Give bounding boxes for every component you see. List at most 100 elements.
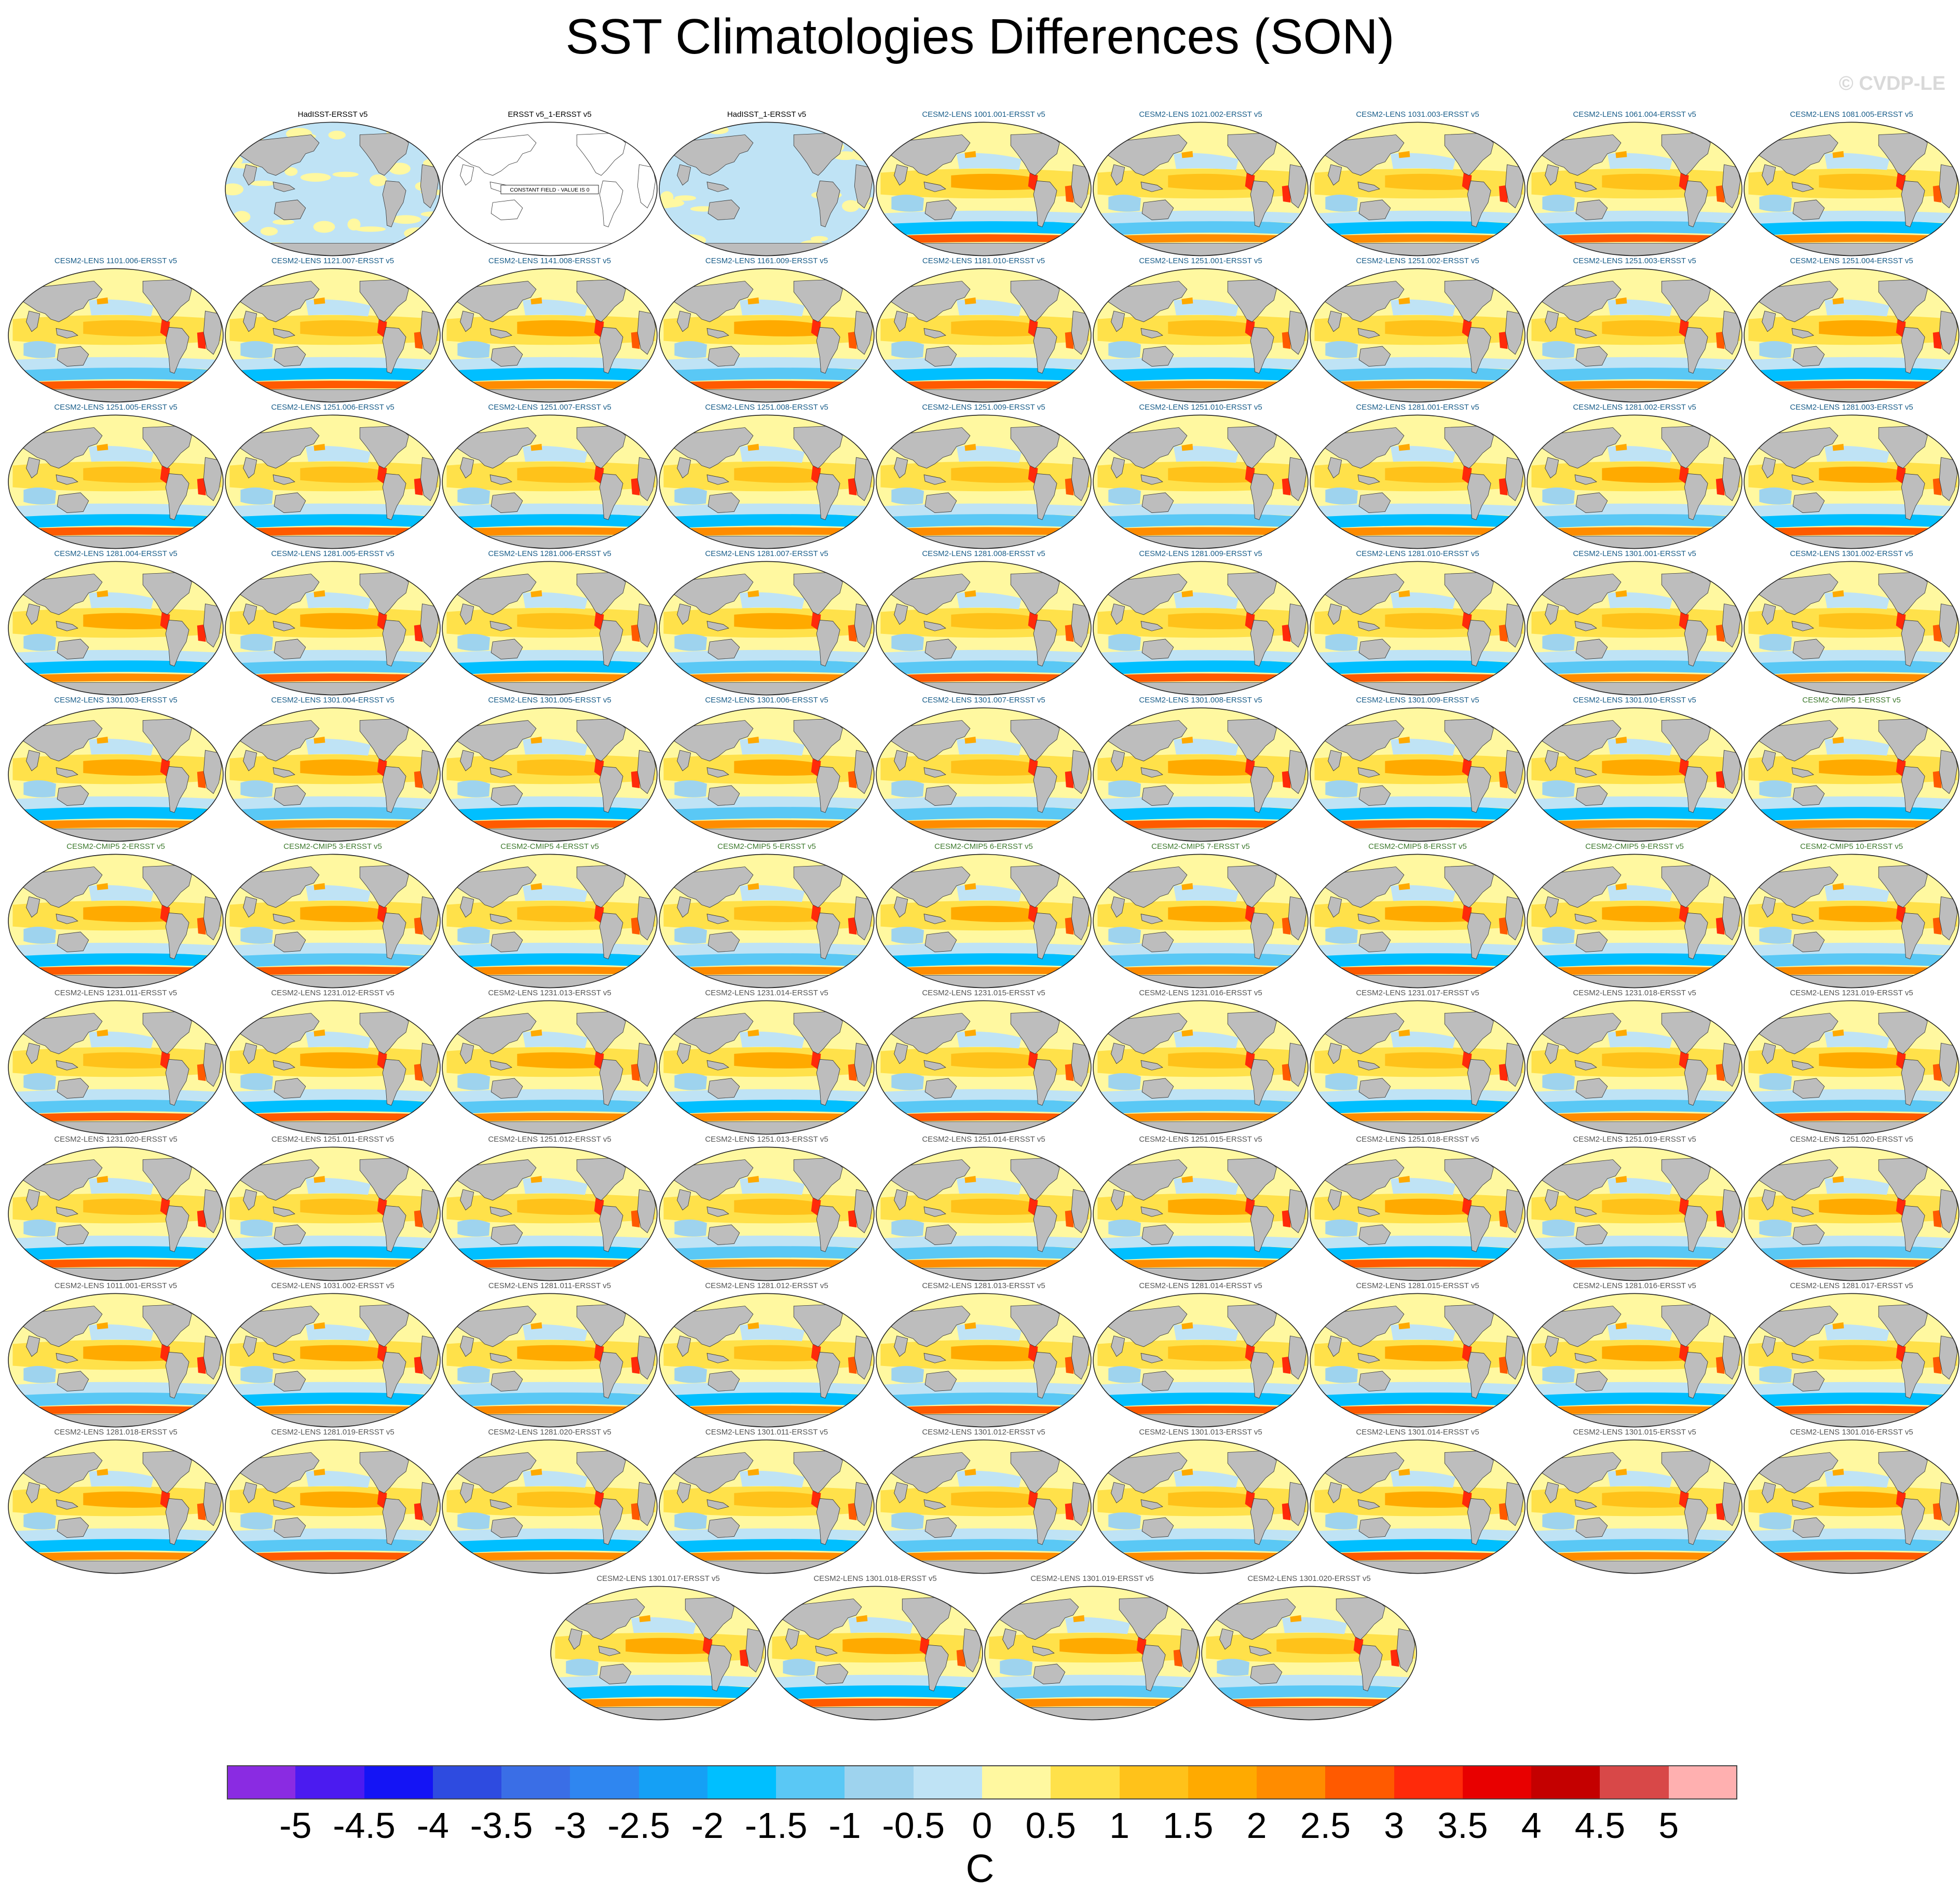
land-mass bbox=[11, 682, 220, 695]
anomaly-band bbox=[739, 1649, 748, 1667]
land-mass bbox=[677, 1189, 691, 1211]
map-border bbox=[767, 1586, 983, 1721]
map-border bbox=[442, 1439, 658, 1574]
anomaly-band bbox=[1282, 1210, 1291, 1228]
land-mass bbox=[879, 1268, 1088, 1281]
anomaly-band bbox=[1282, 1356, 1291, 1374]
anomaly-band bbox=[12, 820, 222, 830]
colorbar-swatch bbox=[1257, 1765, 1326, 1800]
anomaly-band bbox=[880, 1391, 1090, 1408]
land-mass bbox=[1753, 281, 1839, 322]
anomaly-band bbox=[951, 1052, 1038, 1069]
land-mass bbox=[793, 1157, 843, 1201]
land-mass bbox=[274, 346, 306, 367]
anomaly-patch bbox=[810, 236, 828, 242]
land-mass bbox=[273, 913, 295, 924]
land-mass bbox=[707, 931, 740, 952]
land-mass bbox=[1328, 896, 1342, 918]
map-plot bbox=[1310, 121, 1526, 256]
anomaly-band bbox=[229, 952, 439, 968]
land-mass bbox=[11, 1121, 220, 1134]
anomaly-band bbox=[880, 1552, 1090, 1562]
colorbar-units: C bbox=[965, 1847, 995, 1891]
anomaly-band bbox=[747, 736, 759, 744]
colorbar-tick-label: -2 bbox=[691, 1805, 724, 1846]
anomaly-band bbox=[1325, 926, 1358, 944]
anomaly-band bbox=[240, 1219, 274, 1237]
land-mass bbox=[816, 1663, 849, 1684]
anomaly-patch bbox=[659, 240, 672, 246]
land-mass bbox=[1791, 181, 1814, 192]
map-panel: CESM2-LENS 1281.003-ERSST v5 bbox=[1743, 402, 1960, 552]
anomaly-band bbox=[1398, 590, 1410, 598]
land-mass bbox=[886, 427, 971, 469]
land-mass bbox=[1227, 279, 1277, 322]
anomaly-band bbox=[1932, 1063, 1942, 1081]
anomaly-band bbox=[663, 1113, 873, 1122]
map-panel-title: CESM2-LENS 1281.011-ERSST v5 bbox=[488, 1281, 611, 1290]
land-mass bbox=[1010, 1304, 1060, 1347]
anomaly-band bbox=[414, 1356, 423, 1374]
anomaly-band bbox=[229, 381, 439, 390]
land-mass bbox=[793, 1304, 843, 1347]
anomaly-band bbox=[772, 1684, 981, 1700]
land-mass bbox=[924, 1078, 957, 1099]
land-mass bbox=[706, 1499, 729, 1510]
map-panel-title: CESM2-LENS 1251.006-ERSST v5 bbox=[271, 403, 394, 412]
anomaly-band bbox=[1499, 331, 1508, 349]
land-mass bbox=[1319, 1306, 1405, 1347]
land-mass bbox=[11, 536, 220, 549]
anomaly-band bbox=[1097, 1538, 1306, 1554]
map-panel: CESM2-LENS 1251.007-ERSST v5 bbox=[441, 402, 658, 552]
map-panel: CESM2-LENS 1181.010-ERSST v5 bbox=[875, 255, 1092, 406]
land-mass bbox=[235, 281, 320, 322]
anomaly-band bbox=[631, 1503, 640, 1521]
land-mass bbox=[777, 1599, 862, 1640]
land-mass bbox=[707, 492, 740, 513]
anomaly-band bbox=[517, 1491, 604, 1508]
land-mass bbox=[491, 492, 523, 513]
map-border bbox=[1310, 1293, 1526, 1428]
anomaly-band bbox=[530, 297, 542, 305]
land-mass bbox=[165, 327, 189, 374]
anomaly-band bbox=[1385, 905, 1472, 923]
colorbar-swatch bbox=[913, 1765, 983, 1800]
land-mass bbox=[235, 134, 320, 176]
anomaly-band bbox=[23, 1073, 57, 1090]
map-plot bbox=[225, 1146, 441, 1281]
map-border bbox=[442, 1146, 658, 1281]
anomaly-band bbox=[891, 780, 924, 797]
anomaly-band bbox=[12, 1391, 222, 1408]
map-panel-title: CESM2-CMIP5 7-ERSST v5 bbox=[1151, 842, 1250, 851]
land-mass bbox=[445, 1561, 654, 1574]
anomaly-band bbox=[783, 1658, 816, 1676]
land-mass bbox=[445, 1414, 654, 1427]
anomaly-band bbox=[1819, 320, 1906, 337]
land-mass bbox=[1574, 1499, 1597, 1510]
anomaly-band bbox=[1748, 966, 1957, 976]
land-mass bbox=[669, 1013, 754, 1054]
anomaly-band bbox=[880, 820, 1090, 830]
anomaly-band bbox=[1759, 1512, 1792, 1530]
land-mass bbox=[1444, 864, 1494, 908]
land-mass bbox=[1684, 1351, 1708, 1399]
anomaly-band bbox=[1819, 759, 1906, 776]
land-mass bbox=[382, 327, 406, 374]
land-mass bbox=[228, 389, 437, 402]
anomaly-band bbox=[300, 759, 387, 776]
land-mass bbox=[382, 619, 406, 667]
land-mass bbox=[1901, 1059, 1925, 1106]
map-plot bbox=[442, 707, 658, 842]
land-mass bbox=[274, 1517, 306, 1538]
land-mass bbox=[1313, 1121, 1522, 1134]
land-mass bbox=[598, 1645, 621, 1656]
anomaly-patch bbox=[659, 237, 678, 249]
anomaly-band bbox=[414, 1063, 423, 1081]
anomaly-band bbox=[1385, 466, 1472, 483]
anomaly-band bbox=[240, 1365, 274, 1383]
land-mass bbox=[1010, 864, 1060, 908]
map-plot bbox=[1744, 854, 1959, 989]
map-plot bbox=[225, 414, 441, 549]
land-mass bbox=[1661, 572, 1711, 615]
land-mass bbox=[1791, 620, 1814, 631]
